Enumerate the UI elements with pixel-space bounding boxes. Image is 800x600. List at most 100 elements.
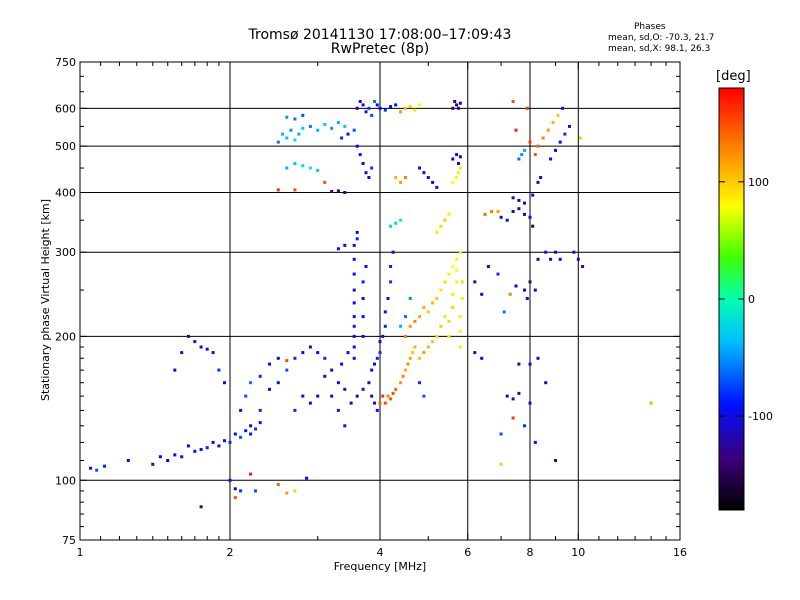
data-point — [473, 351, 477, 355]
x-tick-label: 8 — [527, 546, 534, 559]
data-point — [389, 280, 393, 284]
data-point — [285, 136, 289, 140]
data-point — [536, 144, 540, 148]
data-point — [281, 132, 285, 136]
data-point — [536, 356, 540, 360]
data-point — [408, 324, 412, 328]
data-point — [330, 190, 334, 193]
data-point — [406, 362, 410, 366]
data-point — [394, 103, 398, 107]
data-point — [544, 250, 548, 254]
data-point — [316, 128, 320, 132]
data-point — [254, 489, 257, 493]
data-point — [426, 176, 430, 179]
data-point — [505, 218, 509, 222]
data-point — [330, 126, 334, 130]
data-point — [517, 391, 521, 395]
data-point — [158, 455, 162, 459]
data-point — [285, 359, 289, 363]
data-point — [554, 148, 557, 152]
data-point — [370, 166, 374, 170]
data-point — [457, 106, 460, 110]
y-tick-label: 75 — [62, 534, 76, 547]
data-point — [370, 113, 374, 117]
data-point — [367, 381, 371, 385]
data-point — [431, 180, 435, 184]
data-point — [289, 128, 293, 132]
y-tick-label: 100 — [55, 474, 76, 487]
data-point — [244, 429, 248, 433]
y-tick-label: 600 — [55, 102, 76, 115]
data-point — [367, 176, 371, 179]
data-point — [546, 128, 550, 132]
data-point — [355, 144, 359, 148]
data-point — [523, 288, 526, 292]
data-point — [533, 288, 537, 292]
data-point — [346, 132, 350, 136]
data-point — [343, 124, 347, 128]
data-point — [536, 180, 540, 184]
data-point — [499, 215, 503, 219]
data-point — [578, 136, 582, 140]
data-point — [581, 265, 585, 268]
data-point — [375, 356, 379, 360]
data-point — [505, 394, 509, 398]
data-point — [523, 201, 526, 205]
data-point — [301, 126, 305, 130]
colorbar-tick-label: 0 — [748, 293, 755, 306]
data-point — [399, 110, 403, 114]
data-point — [572, 250, 576, 254]
phases-heading: Phases — [634, 22, 666, 32]
x-tick-label: 2 — [227, 546, 234, 559]
data-point — [249, 432, 253, 436]
data-point — [514, 128, 518, 132]
data-point — [490, 210, 494, 213]
data-point — [435, 230, 439, 234]
data-point — [352, 128, 356, 132]
data-point — [411, 351, 415, 355]
data-point — [336, 189, 340, 193]
data-point — [533, 440, 537, 444]
data-point — [549, 257, 553, 261]
data-point — [528, 215, 532, 219]
data-point — [514, 284, 518, 288]
data-point — [439, 288, 443, 292]
data-point — [422, 351, 426, 355]
data-point — [276, 483, 280, 486]
data-point — [330, 368, 334, 372]
data-point — [355, 237, 359, 241]
data-point — [293, 162, 297, 165]
data-point — [316, 394, 320, 398]
data-point — [453, 100, 457, 103]
data-point — [293, 117, 297, 121]
data-point — [431, 301, 435, 305]
data-point — [451, 265, 455, 268]
data-point — [399, 218, 403, 222]
data-point — [451, 180, 455, 184]
data-point — [455, 257, 459, 261]
data-point — [525, 106, 529, 110]
data-point — [343, 243, 347, 247]
data-point — [443, 280, 447, 284]
data-point — [418, 103, 421, 107]
data-point — [233, 496, 237, 500]
data-point — [443, 218, 447, 222]
data-point — [103, 464, 106, 468]
data-point — [193, 449, 197, 453]
data-point — [447, 334, 451, 338]
data-point — [523, 148, 526, 152]
data-point — [378, 106, 382, 110]
data-point — [435, 334, 439, 338]
data-point — [268, 362, 271, 366]
data-point — [258, 421, 262, 425]
data-point — [343, 424, 347, 428]
data-point — [520, 153, 524, 157]
data-point — [361, 280, 365, 284]
data-point — [447, 319, 451, 323]
data-point — [391, 250, 395, 254]
data-point — [426, 310, 430, 314]
colorbar-tick-label: -100 — [748, 410, 773, 423]
data-point — [523, 424, 526, 428]
x-tick-label: 10 — [571, 546, 585, 559]
x-tick-label: 1 — [77, 546, 84, 559]
